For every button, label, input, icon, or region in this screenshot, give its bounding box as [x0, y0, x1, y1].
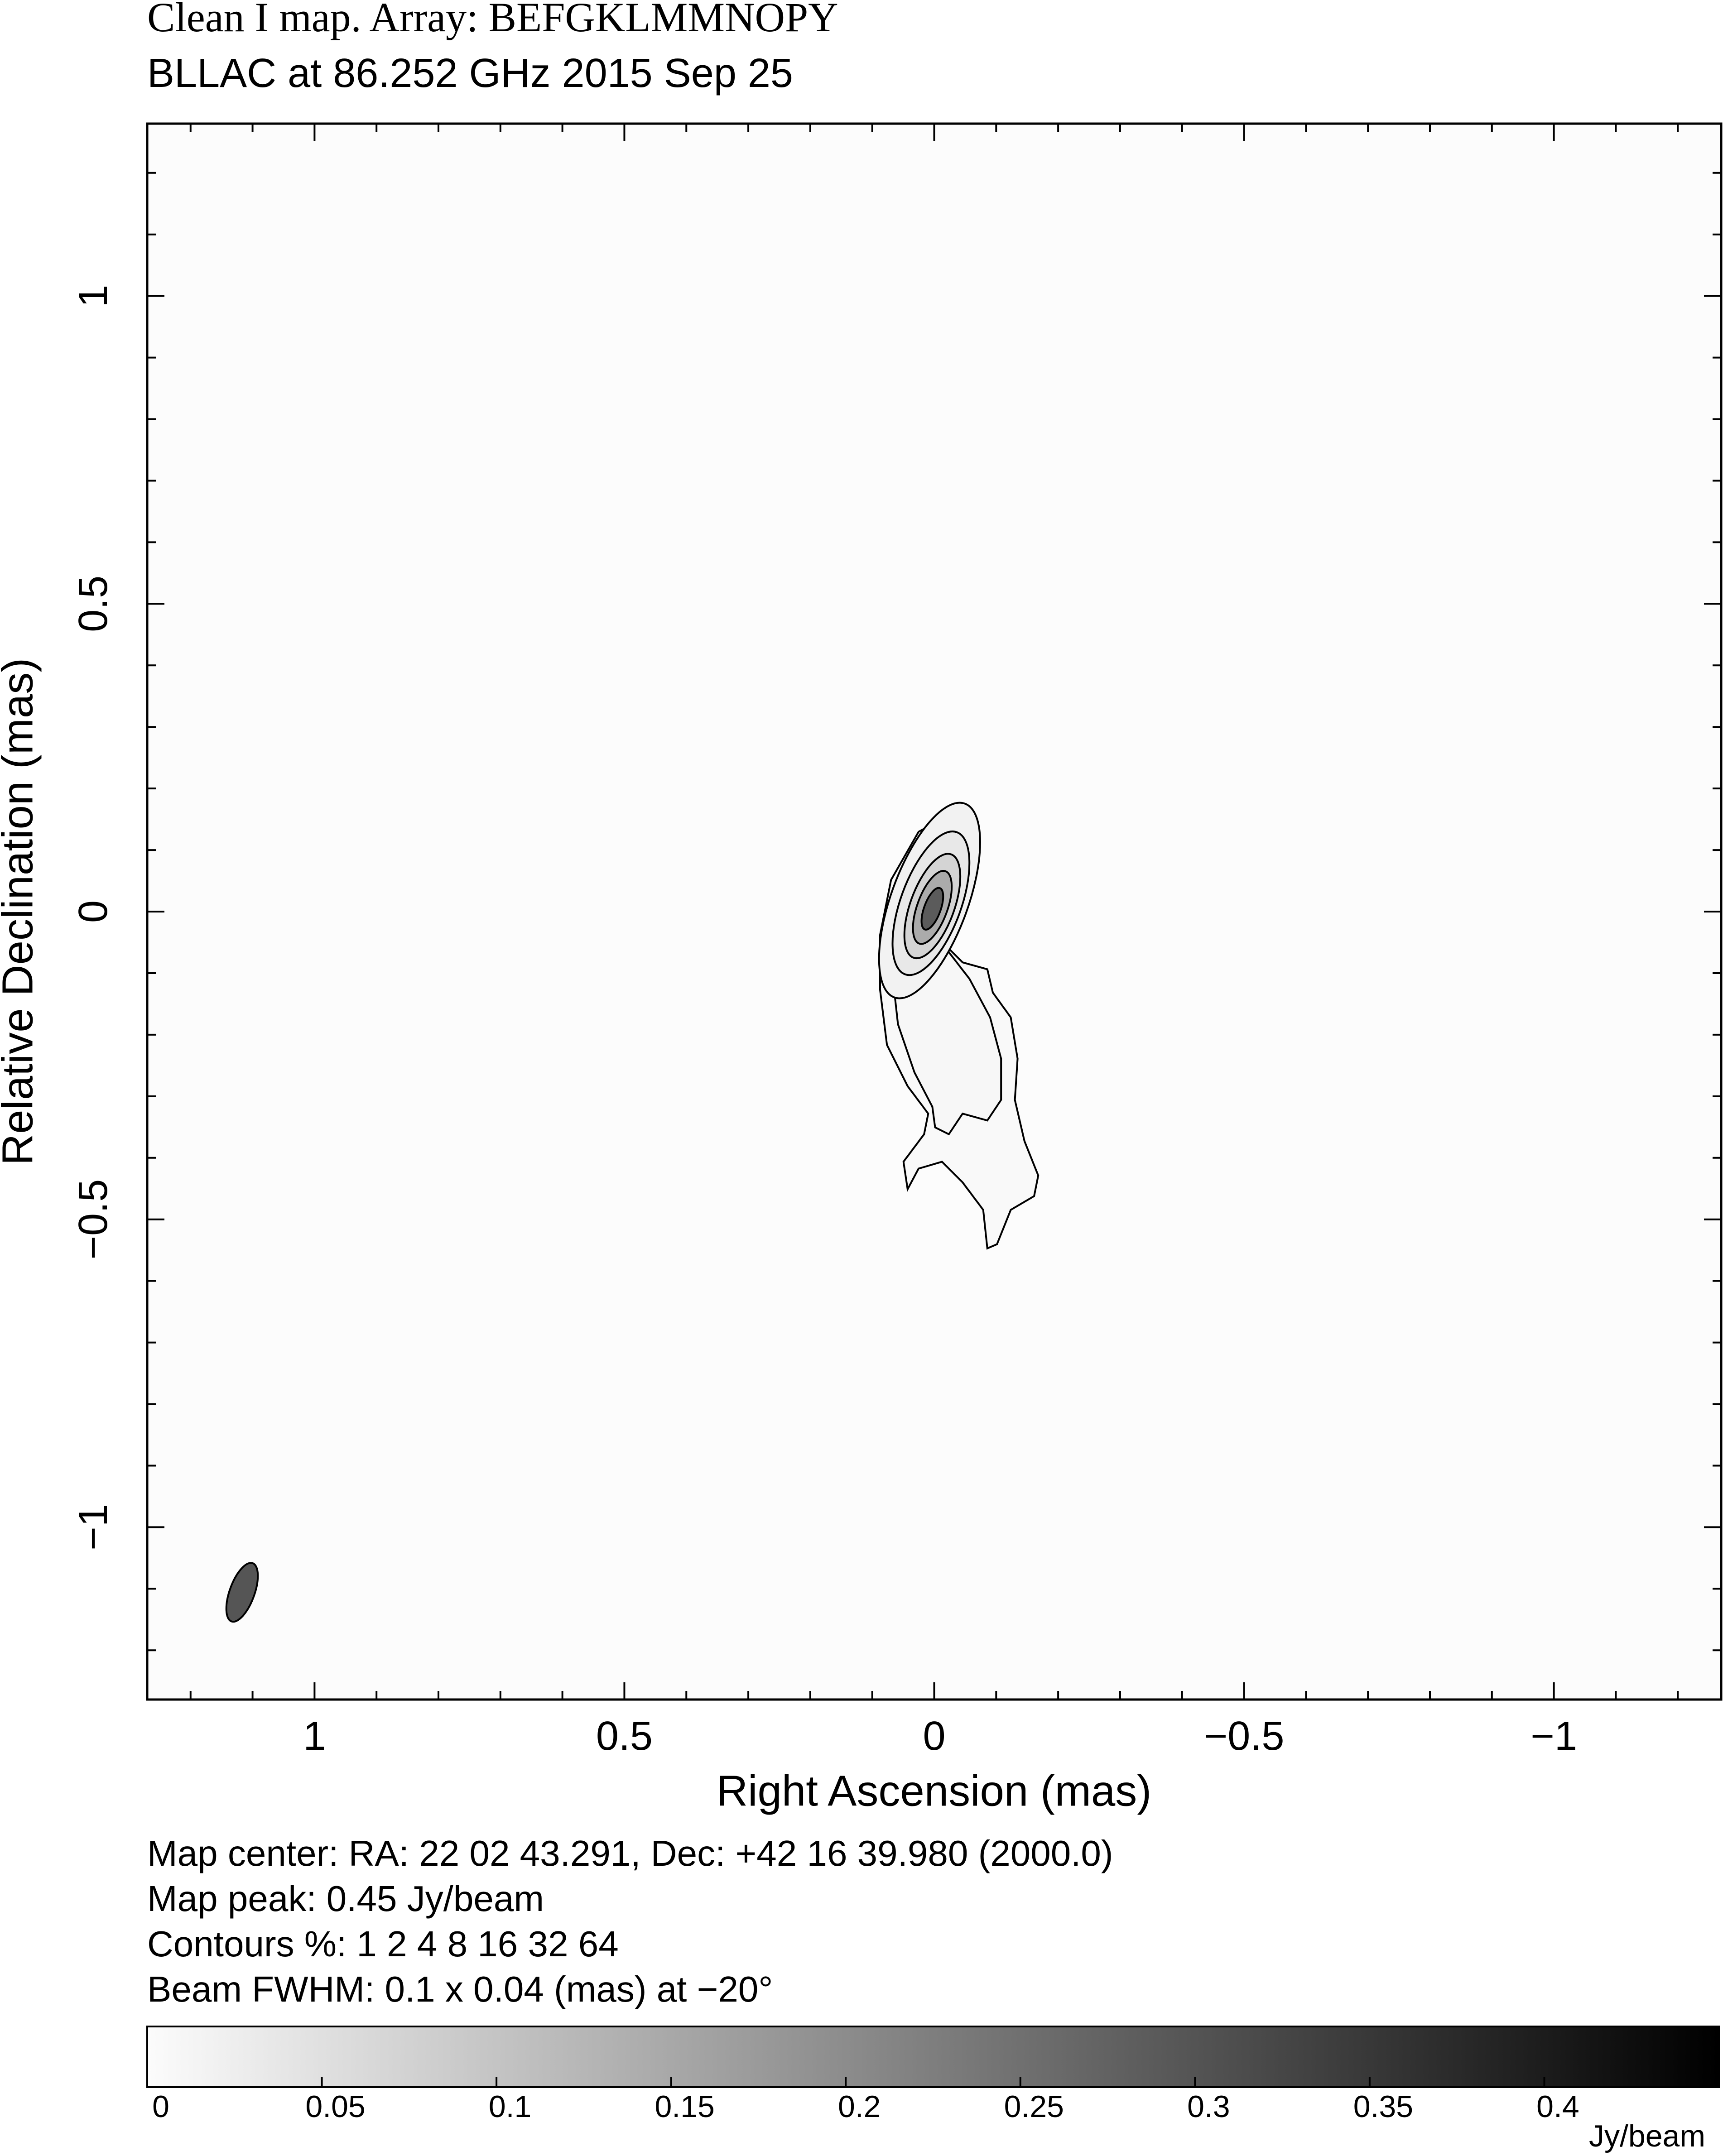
colorbar-label: Jy/beam	[1589, 2119, 1705, 2153]
colorbar	[146, 2026, 1720, 2088]
y-tick-label: −0.5	[71, 1179, 116, 1260]
map-note: Map center: RA: 22 02 43.291, Dec: +42 1…	[147, 1833, 1113, 1873]
beam	[225, 1562, 259, 1623]
x-tick-label: −1	[1530, 1714, 1577, 1759]
colorbar-tick-label: 0	[152, 2089, 169, 2124]
colorbar-tick-label: 0.25	[1004, 2089, 1064, 2124]
y-tick-label: −1	[71, 1504, 116, 1551]
x-tick-label: 1	[303, 1714, 326, 1759]
y-tick-label: 1	[71, 285, 116, 307]
colorbar-tick-label: 0.35	[1353, 2089, 1413, 2124]
colorbar-tick-label: 0.3	[1187, 2089, 1230, 2124]
x-tick-label: 0	[923, 1714, 945, 1759]
colorbar-tick-label: 0.4	[1536, 2089, 1579, 2124]
y-tick-label: 0.5	[71, 576, 116, 632]
map-note: Map peak: 0.45 Jy/beam	[147, 1878, 544, 1919]
map-note: Beam FWHM: 0.1 x 0.04 (mas) at −20°	[147, 1969, 773, 2009]
map-note: Contours %: 1 2 4 8 16 32 64	[147, 1924, 619, 1964]
y-tick-label: 0	[71, 900, 116, 923]
chart-subtitle: BLLAC at 86.252 GHz 2015 Sep 25	[147, 51, 793, 96]
y-axis-label: Relative Declination (mas)	[0, 658, 42, 1165]
colorbar-tick-label: 0.2	[838, 2089, 881, 2124]
colorbar-tick-label: 0.1	[489, 2089, 532, 2124]
contour	[920, 887, 944, 931]
x-axis-label: Right Ascension (mas)	[717, 1767, 1151, 1815]
colorbar-tick-label: 0.05	[305, 2089, 365, 2124]
x-tick-label: −0.5	[1204, 1714, 1285, 1759]
colorbar-tick-label: 0.15	[655, 2089, 714, 2124]
chart-title: Clean I map. Array: BEFGKLMMNOPY	[147, 0, 838, 40]
x-tick-label: 0.5	[596, 1714, 653, 1759]
